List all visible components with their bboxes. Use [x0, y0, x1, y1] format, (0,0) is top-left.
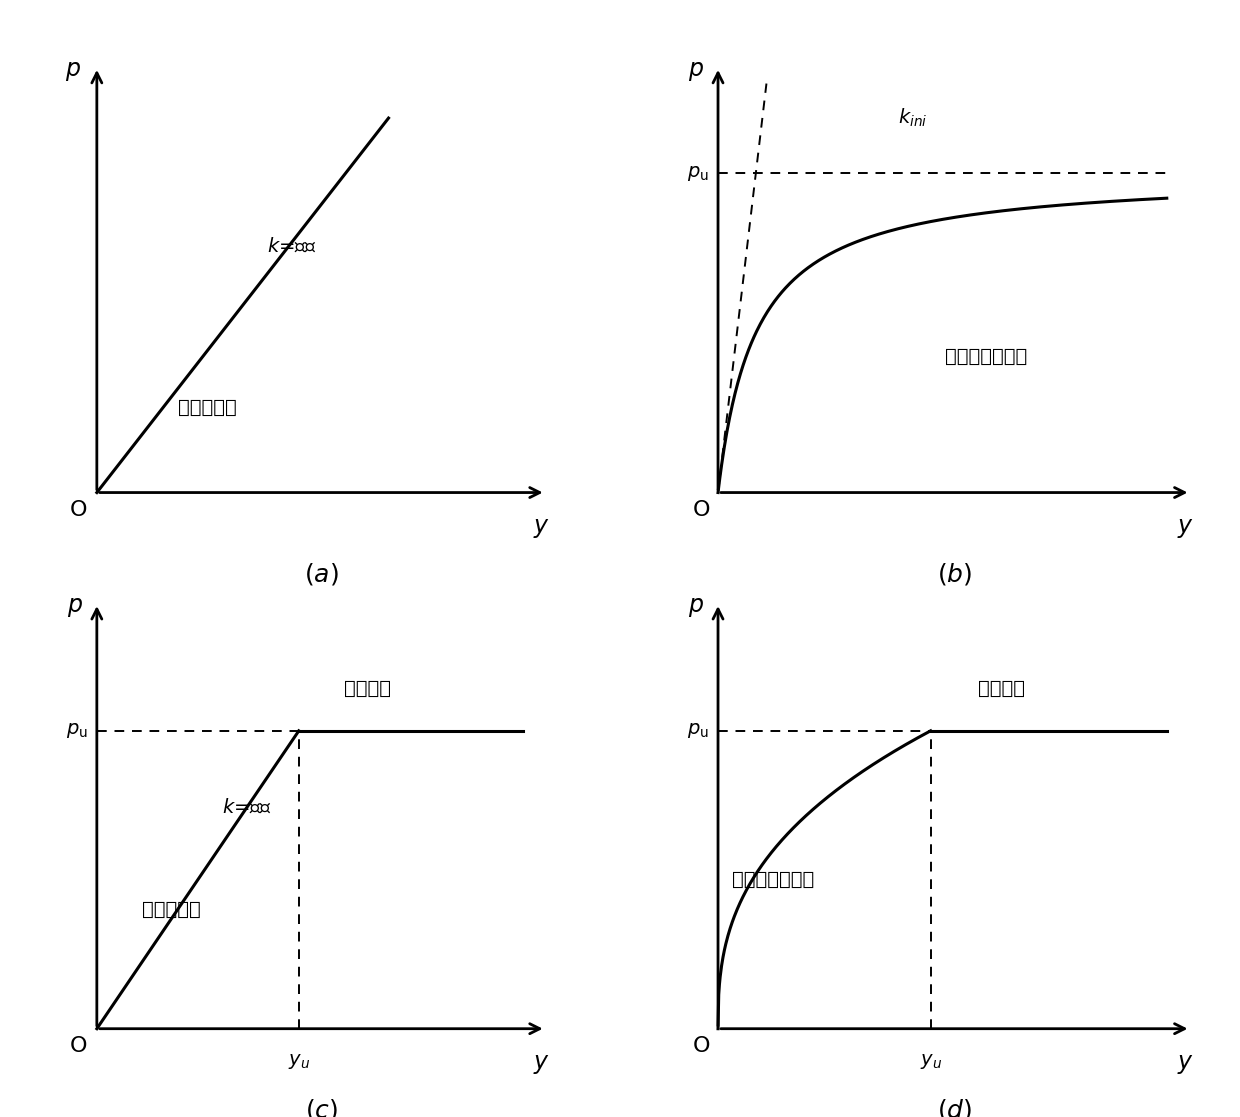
Text: $p$: $p$	[67, 595, 83, 620]
Text: $y_u$: $y_u$	[920, 1052, 941, 1071]
Text: 线弹性阶段: 线弹性阶段	[141, 900, 201, 919]
Text: 非线性弹性阶段: 非线性弹性阶段	[945, 347, 1027, 366]
Text: $p_\mathrm{u}$: $p_\mathrm{u}$	[66, 722, 88, 741]
Text: $(c)$: $(c)$	[305, 1097, 337, 1117]
Text: $(a)$: $(a)$	[304, 561, 339, 586]
Text: O: O	[71, 1035, 88, 1056]
Text: $y$: $y$	[533, 516, 549, 540]
Text: $y_u$: $y_u$	[288, 1052, 310, 1071]
Text: O: O	[693, 499, 711, 519]
Text: $k$=常数: $k$=常数	[268, 236, 317, 256]
Text: 塑性阶段: 塑性阶段	[343, 679, 391, 698]
Text: $p$: $p$	[688, 59, 704, 84]
Text: $p$: $p$	[688, 595, 704, 620]
Text: $(d)$: $(d)$	[936, 1097, 972, 1117]
Text: $y$: $y$	[1177, 1052, 1194, 1076]
Text: $p_\mathrm{u}$: $p_\mathrm{u}$	[687, 164, 708, 183]
Text: 塑性阶段: 塑性阶段	[978, 679, 1024, 698]
Text: 线弹线阶段: 线弹线阶段	[177, 398, 237, 417]
Text: $k_{ini}$: $k_{ini}$	[898, 107, 928, 130]
Text: $k$=常数: $k$=常数	[222, 798, 272, 817]
Text: O: O	[71, 499, 88, 519]
Text: $p_\mathrm{u}$: $p_\mathrm{u}$	[687, 722, 708, 741]
Text: 非线性弹性阶段: 非线性弹性阶段	[732, 870, 815, 889]
Text: $(b)$: $(b)$	[936, 561, 972, 586]
Text: O: O	[693, 1035, 711, 1056]
Text: $y$: $y$	[533, 1052, 549, 1076]
Text: $y$: $y$	[1177, 516, 1194, 540]
Text: $p$: $p$	[66, 59, 81, 84]
